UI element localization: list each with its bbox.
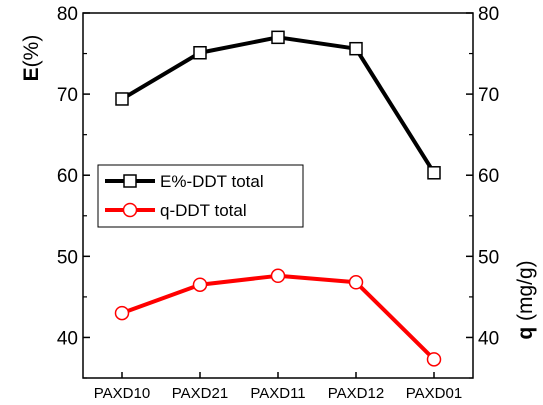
data-point-square (115, 92, 129, 106)
legend-marker-e (123, 174, 137, 188)
legend-label-q: q-DDT total (160, 201, 247, 220)
y-left-tick-label: 70 (57, 85, 78, 106)
data-point-circle (114, 305, 130, 321)
y-right-tick-label: 80 (478, 4, 499, 25)
x-tick-label: PAXD10 (94, 385, 150, 402)
x-tick-label: PAXD21 (172, 385, 228, 402)
legend-label-e: E%-DDT total (160, 172, 264, 191)
ticks: 40 50 60 70 80 40 50 60 70 80 PAXD10 PAXD21 PAXD11 PA… (57, 4, 499, 402)
series-line-1 (121, 273, 436, 361)
data-point-circle (426, 352, 442, 367)
y-left-tick-label: 60 (57, 166, 78, 187)
y-right-tick-label: 50 (478, 247, 499, 268)
data-point-square (271, 30, 285, 45)
y-left-axis-title: E(%) (20, 35, 43, 82)
series-layer (114, 30, 442, 367)
data-point-square (427, 166, 441, 180)
data-point-square (193, 45, 207, 60)
x-tick-label: PAXD11 (250, 385, 305, 402)
data-point-circle (270, 268, 286, 284)
y-right-axis-title: q (mg/g) (514, 260, 537, 339)
legend-marker-q (122, 202, 138, 218)
series-line-0 (120, 35, 436, 174)
data-point-circle (348, 275, 364, 290)
y-left-tick-label: 40 (57, 328, 78, 349)
x-tick-label: PAXD01 (406, 385, 462, 402)
y-right-tick-label: 60 (478, 166, 499, 187)
y-right-tick-label: 70 (478, 85, 499, 106)
y-left-tick-label: 50 (57, 247, 78, 268)
x-tick-label: PAXD12 (328, 385, 384, 402)
y-left-tick-label: 80 (57, 4, 78, 25)
legend: E%-DDT total q-DDT total (97, 164, 304, 228)
data-point-square (349, 41, 363, 56)
data-point-circle (192, 277, 208, 292)
y-right-tick-label: 40 (478, 328, 499, 349)
